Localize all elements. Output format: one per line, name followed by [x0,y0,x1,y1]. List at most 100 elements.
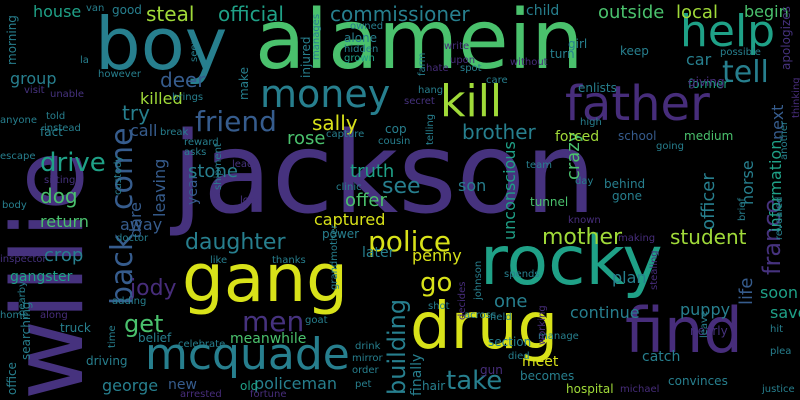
word-george: george [102,376,159,395]
word-lead: lead [232,159,254,170]
word-decides: decides [457,281,468,321]
word-la: la [80,55,89,66]
word-policeman: policeman [254,374,338,393]
word-spends: spends [504,269,540,280]
word-son: son [458,176,487,195]
word-leave: leave [699,310,710,338]
word-manages: manages [311,13,322,60]
word-boy: boy [95,2,228,86]
word-see: see [382,174,421,199]
word-anyone: anyone [0,115,37,126]
word-save: save [770,303,800,322]
word-stone: stone [188,161,238,182]
word-old: old [240,379,259,393]
word-call: call [130,121,158,140]
word-turn: turn [550,47,575,61]
word-van: van [86,3,105,14]
word-cop: cop [385,122,407,136]
word-time: time [107,325,118,348]
word-instead: instead [44,123,81,134]
word-capture: capture [326,129,365,140]
word-steal: steal [146,2,195,26]
word-find: find [625,294,743,367]
word-penny: penny [412,246,462,265]
word-mother: mother [542,225,623,250]
word-continue: continue [570,303,640,322]
word-look: look [240,195,261,206]
word-brief: brief [737,198,748,221]
word-care: care [486,75,508,86]
word-hidden: hidden [344,44,379,55]
word-died: died [508,351,530,362]
word-going: going [656,141,684,152]
word-return: return [40,212,89,231]
word-upon: upon [450,55,476,66]
word-tell: tell [722,55,769,90]
word-good: good [112,3,142,17]
word-medium: medium [684,129,734,143]
word-shipment: shipment [213,143,224,190]
word-gang: gang [182,240,349,317]
word-student: student [670,225,747,249]
word-alone: alone [344,31,378,45]
word-giving: giving [688,75,725,89]
word-official: official [218,2,284,26]
word-outside: outside [598,2,665,23]
word-unable: unable [50,89,85,100]
word-adding: adding [112,296,147,307]
word-sally: sally [312,111,358,135]
word-soon: soon [760,283,799,302]
word-working: working [537,305,548,345]
word-killed: killed [140,89,183,108]
word-visit: visit [24,85,45,96]
word-thanks: thanks [272,255,306,266]
word-kill: kill [440,76,503,127]
word-plan: plan [612,268,647,287]
word-home: home [0,310,29,321]
word-hit: hit [770,324,784,335]
word-group: group [10,69,57,88]
word-telling: telling [425,113,436,145]
word-celebrate: celebrate [178,339,226,350]
word-mcquade: mcquade [145,329,350,380]
word-escape: escape [0,151,36,162]
word-revealed: revealed [774,196,785,240]
word-nearly: nearly [690,324,728,338]
word-making: making [618,233,656,244]
word-puppy: puppy [680,300,731,319]
word-catch: catch [642,349,681,365]
word-gangster: gangster [10,269,73,285]
word-help: help [680,6,776,57]
word-police: police [368,225,452,258]
word-reward: reward [184,137,219,148]
word-jackson: jackson [172,109,597,239]
word-morning: morning [5,15,19,65]
word-car: car [686,50,712,69]
word-convinces: convinces [668,374,728,388]
word-asks: asks [184,147,207,158]
word-local: local [676,2,718,23]
word-gone: gone [612,189,642,203]
word-gun: gun [480,363,503,377]
word-body: body [2,200,27,211]
word-shot: shot [428,301,450,312]
word-rose: rose [287,128,326,149]
word-leaving: leaving [150,158,169,217]
word-goat: goat [305,315,328,326]
word-inspector: inspector [0,254,47,265]
word-meanwhile: meanwhile [230,331,307,347]
word-go: go [420,268,453,298]
word-officer: officer [698,173,719,230]
word-one: one [494,291,528,312]
word-secret: secret [404,96,435,107]
word-child: child [526,3,560,19]
word-clinic: clinic [336,182,362,193]
word-michael: michael [620,384,660,395]
word-behind: behind [604,177,646,191]
word-rocky: rocky [480,222,663,301]
word-possible: possible [720,47,761,58]
word-without: without [510,57,548,68]
word-brings: brings [172,92,204,103]
word-day: day [575,176,594,187]
word-another: another [779,120,790,160]
